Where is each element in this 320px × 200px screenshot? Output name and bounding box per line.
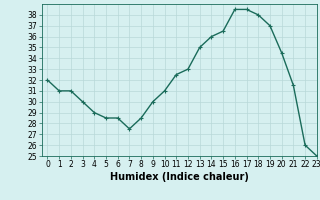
- X-axis label: Humidex (Indice chaleur): Humidex (Indice chaleur): [110, 172, 249, 182]
